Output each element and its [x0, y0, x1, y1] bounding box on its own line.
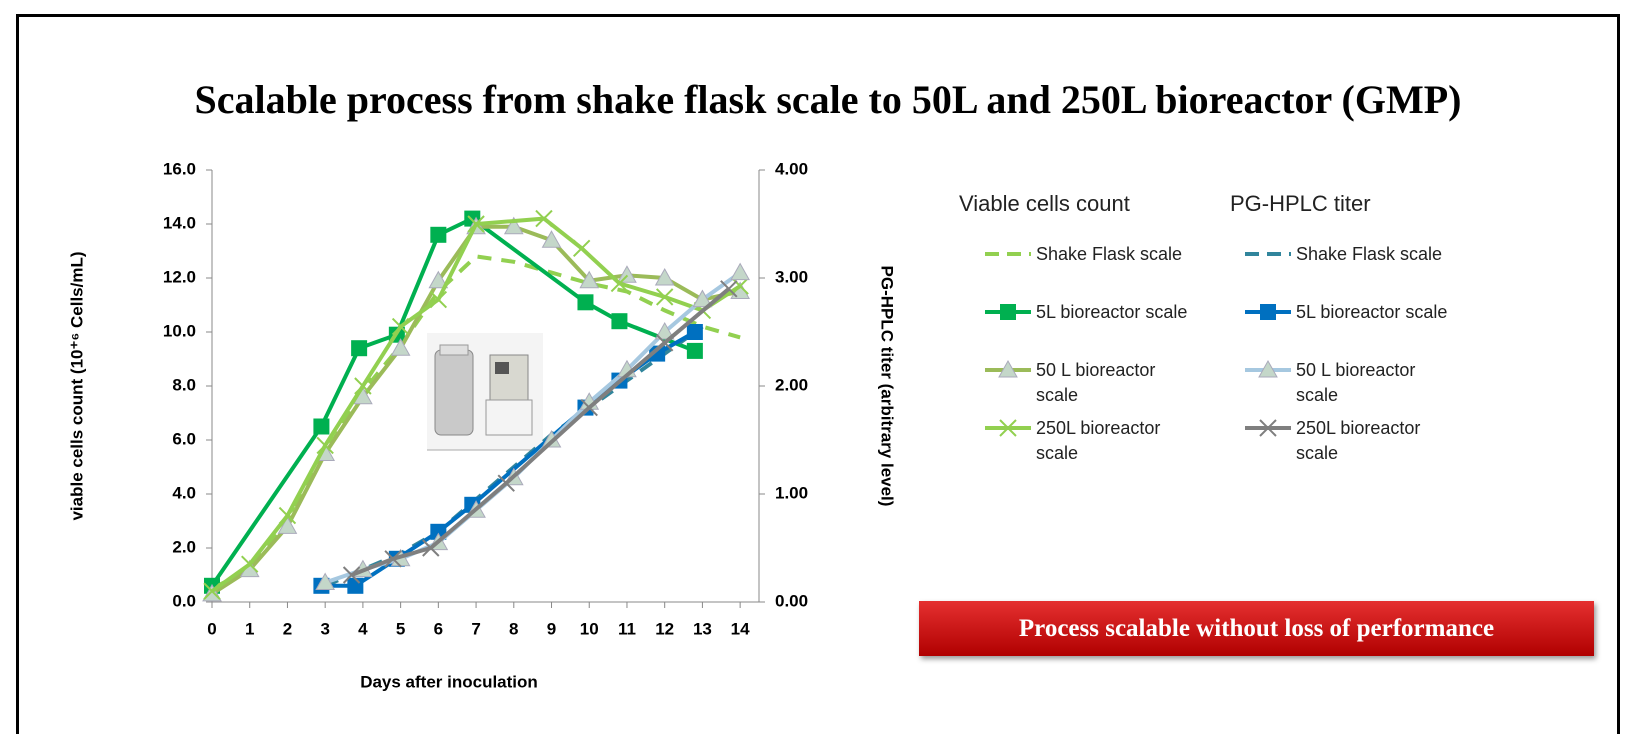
- y-tick-label: 12.0: [163, 267, 196, 286]
- legend-label: Shake Flask scale: [1036, 242, 1191, 267]
- legend-label: Shake Flask scale: [1296, 242, 1451, 267]
- legend-label: 5L bioreactor scale: [1036, 300, 1191, 325]
- y2-tick-label: 3.00: [775, 267, 808, 286]
- y2-tick-label: 4.00: [775, 159, 808, 178]
- x-tick-label: 1: [245, 619, 254, 638]
- y2-tick-label: 0.00: [775, 591, 808, 610]
- x-tick-label: 6: [434, 619, 443, 638]
- x-tick-label: 9: [547, 619, 556, 638]
- x-tick-label: 10: [580, 619, 599, 638]
- x-axis-title: Days after inoculation: [360, 672, 538, 691]
- marker: [611, 313, 627, 329]
- y-tick-label: 6.0: [172, 429, 196, 448]
- marker: [687, 343, 703, 359]
- marker: [347, 578, 363, 594]
- callout-button: Process scalable without loss of perform…: [919, 601, 1594, 656]
- page: Scalable process from shake flask scale …: [0, 0, 1634, 715]
- bioreactor-photo: [427, 333, 543, 450]
- x-tick-label: 2: [283, 619, 292, 638]
- legend-label: 50 L bioreactor scale: [1036, 358, 1191, 408]
- legend-title: PG-HPLC titer: [1230, 191, 1371, 217]
- x-tick-label: 4: [358, 619, 368, 638]
- legend-title: Viable cells count: [959, 191, 1130, 217]
- x-tick-label: 13: [693, 619, 712, 638]
- legend-label: 5L bioreactor scale: [1296, 300, 1451, 325]
- legend-marker: [1260, 304, 1276, 320]
- y-tick-label: 8.0: [172, 375, 196, 394]
- x-tick-label: 3: [320, 619, 329, 638]
- marker: [731, 264, 749, 280]
- y-tick-label: 4.0: [172, 483, 196, 502]
- y-tick-label: 16.0: [163, 159, 196, 178]
- legend-marker: [1000, 304, 1016, 320]
- legend-label: 50 L bioreactor scale: [1296, 358, 1451, 408]
- x-tick-label: 7: [471, 619, 480, 638]
- x-tick-label: 14: [731, 619, 750, 638]
- y2-axis-title: PG-HPLC titer (arbitrary level): [878, 266, 897, 507]
- x-tick-label: 0: [207, 619, 216, 638]
- x-tick-label: 8: [509, 619, 518, 638]
- legend-label: 250L bioreactor scale: [1296, 416, 1451, 466]
- marker: [313, 419, 329, 435]
- y-tick-label: 14.0: [163, 213, 196, 232]
- marker: [577, 294, 593, 310]
- x-tick-label: 12: [655, 619, 674, 638]
- y-tick-label: 2.0: [172, 537, 196, 556]
- y2-tick-label: 2.00: [775, 375, 808, 394]
- x-tick-label: 11: [618, 619, 636, 638]
- marker: [687, 324, 703, 340]
- marker: [430, 227, 446, 243]
- chart-title: Scalable process from shake flask scale …: [194, 77, 1461, 122]
- marker: [351, 340, 367, 356]
- marker: [574, 240, 590, 256]
- y-tick-label: 0.0: [172, 591, 196, 610]
- x-tick-label: 5: [396, 619, 405, 638]
- y-tick-label: 10.0: [163, 321, 196, 340]
- y-axis-title: viable cells count (10⁺⁶ Cells/mL): [67, 251, 86, 520]
- y2-tick-label: 1.00: [775, 483, 808, 502]
- legend-label: 250L bioreactor scale: [1036, 416, 1191, 466]
